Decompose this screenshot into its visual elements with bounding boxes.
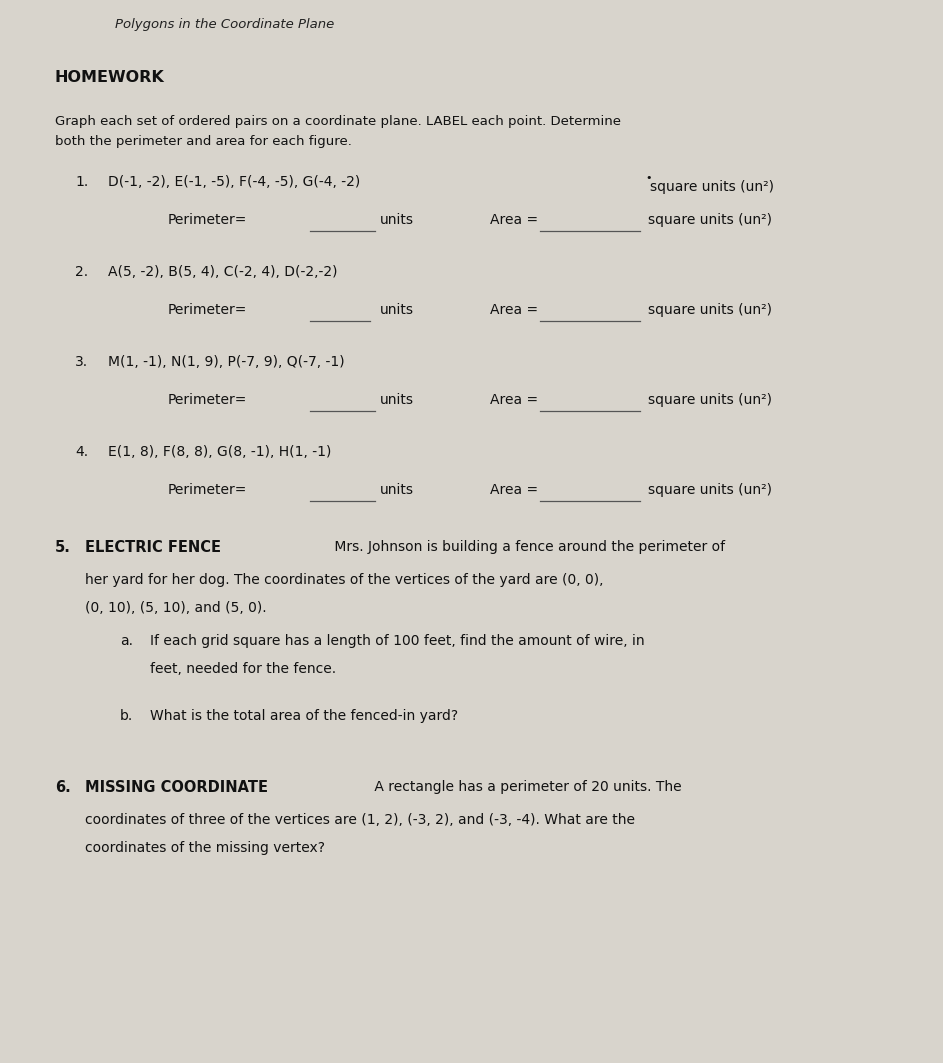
- Text: Area =: Area =: [490, 393, 538, 407]
- Text: Area =: Area =: [490, 213, 538, 227]
- Text: units: units: [380, 393, 414, 407]
- Text: HOMEWORK: HOMEWORK: [55, 70, 165, 85]
- Text: 5.: 5.: [55, 540, 71, 555]
- Text: square units (un²): square units (un²): [648, 303, 772, 317]
- Text: both the perimeter and area for each figure.: both the perimeter and area for each fig…: [55, 135, 352, 148]
- Text: Polygons in the Coordinate Plane: Polygons in the Coordinate Plane: [115, 18, 334, 31]
- Text: Graph each set of ordered pairs on a coordinate plane. LABEL each point. Determi: Graph each set of ordered pairs on a coo…: [55, 115, 621, 128]
- Text: her yard for her dog. The coordinates of the vertices of the yard are (0, 0),: her yard for her dog. The coordinates of…: [85, 573, 604, 587]
- Text: MISSING COORDINATE: MISSING COORDINATE: [85, 780, 268, 795]
- Text: D(-1, -2), E(-1, -5), F(-4, -5), G(-4, -2): D(-1, -2), E(-1, -5), F(-4, -5), G(-4, -…: [108, 175, 360, 189]
- Text: Perimeter=: Perimeter=: [168, 213, 247, 227]
- Text: units: units: [380, 483, 414, 497]
- Text: square units (un²): square units (un²): [648, 483, 772, 497]
- Text: b.: b.: [120, 709, 133, 723]
- Text: ELECTRIC FENCE: ELECTRIC FENCE: [85, 540, 221, 555]
- Text: units: units: [380, 213, 414, 227]
- Text: 2.: 2.: [75, 265, 88, 279]
- Text: Perimeter=: Perimeter=: [168, 303, 247, 317]
- Text: E(1, 8), F(8, 8), G(8, -1), H(1, -1): E(1, 8), F(8, 8), G(8, -1), H(1, -1): [108, 445, 331, 459]
- Text: 1.: 1.: [75, 175, 89, 189]
- Text: •: •: [645, 173, 652, 183]
- Text: A rectangle has a perimeter of 20 units. The: A rectangle has a perimeter of 20 units.…: [370, 780, 682, 794]
- Text: What is the total area of the fenced-in yard?: What is the total area of the fenced-in …: [150, 709, 458, 723]
- Text: coordinates of three of the vertices are (1, 2), (-3, 2), and (-3, -4). What are: coordinates of three of the vertices are…: [85, 813, 635, 827]
- Text: Perimeter=: Perimeter=: [168, 483, 247, 497]
- Text: a.: a.: [120, 634, 133, 648]
- Text: M(1, -1), N(1, 9), P(-7, 9), Q(-7, -1): M(1, -1), N(1, 9), P(-7, 9), Q(-7, -1): [108, 355, 344, 369]
- Text: square units (un²): square units (un²): [648, 393, 772, 407]
- Text: If each grid square has a length of 100 feet, find the amount of wire, in: If each grid square has a length of 100 …: [150, 634, 645, 648]
- Text: 4.: 4.: [75, 445, 88, 459]
- Text: units: units: [380, 303, 414, 317]
- Text: (0, 10), (5, 10), and (5, 0).: (0, 10), (5, 10), and (5, 0).: [85, 601, 267, 615]
- Text: feet, needed for the fence.: feet, needed for the fence.: [150, 662, 336, 676]
- Text: Area =: Area =: [490, 303, 538, 317]
- Text: Area =: Area =: [490, 483, 538, 497]
- Text: 3.: 3.: [75, 355, 88, 369]
- Text: A(5, -2), B(5, 4), C(-2, 4), D(-2,-2): A(5, -2), B(5, 4), C(-2, 4), D(-2,-2): [108, 265, 338, 279]
- Text: Perimeter=: Perimeter=: [168, 393, 247, 407]
- Text: square units (un²): square units (un²): [650, 180, 774, 195]
- Text: coordinates of the missing vertex?: coordinates of the missing vertex?: [85, 841, 325, 855]
- Text: 6.: 6.: [55, 780, 71, 795]
- Text: Mrs. Johnson is building a fence around the perimeter of: Mrs. Johnson is building a fence around …: [330, 540, 725, 554]
- Text: square units (un²): square units (un²): [648, 213, 772, 227]
